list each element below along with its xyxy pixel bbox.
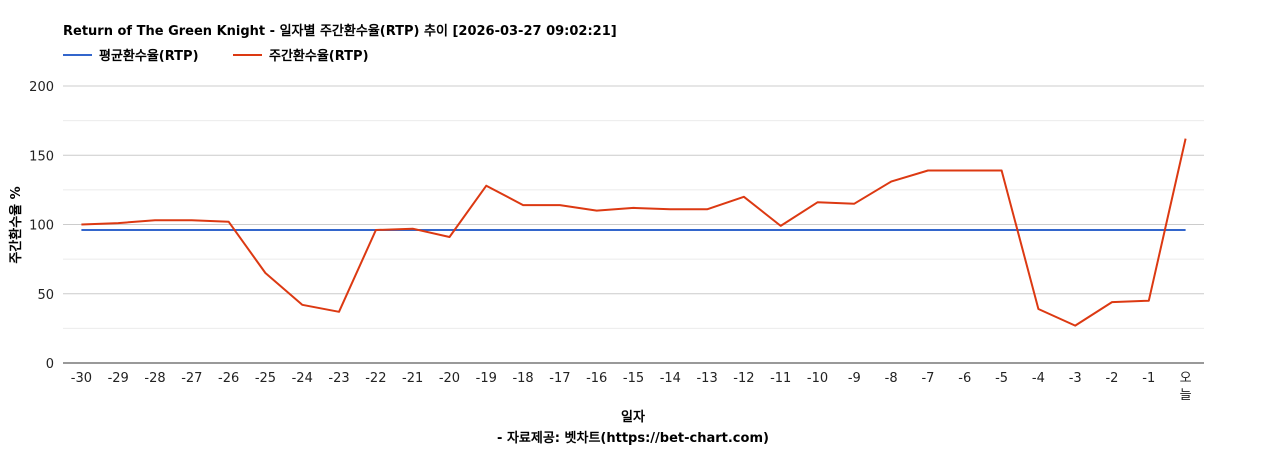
x-tick-label: -28 <box>144 371 165 386</box>
y-tick-label: 150 <box>29 149 54 164</box>
x-tick-label: -27 <box>181 371 202 386</box>
legend-item-average[interactable]: 평균환수율(RTP) <box>63 48 199 64</box>
x-tick-label: -22 <box>365 371 386 386</box>
y-axis-ticks: 0 50 100 150 200 <box>29 80 54 372</box>
y-tick-label: 50 <box>37 288 54 303</box>
x-tick-label: -12 <box>733 371 754 386</box>
x-tick-label: -6 <box>958 371 971 386</box>
x-tick-label: -11 <box>770 371 791 386</box>
chart-title: Return of The Green Knight - 일자별 주간환수율(R… <box>63 23 617 39</box>
x-tick-label: -2 <box>1105 371 1118 386</box>
y-tick-label: 0 <box>46 357 54 372</box>
source-note: - 자료제공: 벳차트(https://bet-chart.com) <box>497 430 769 446</box>
y-tick-label: 200 <box>29 80 54 95</box>
x-tick-label: -9 <box>848 371 861 386</box>
x-axis-ticks: -30 -29 -28 -27 -26 -25 -24 -23 -22 -21 -20 -19 -18 -… <box>71 371 1192 403</box>
x-tick-label: -21 <box>402 371 423 386</box>
y-axis-title: 주간환수율 % <box>8 186 24 263</box>
x-tick-label: -17 <box>549 371 570 386</box>
x-tick-label: -25 <box>255 371 276 386</box>
x-tick-label: -14 <box>660 371 681 386</box>
x-tick-label: -30 <box>71 371 92 386</box>
y-tick-label: 100 <box>29 219 54 234</box>
x-tick-label: -13 <box>696 371 717 386</box>
x-tick-label: -10 <box>807 371 828 386</box>
x-tick-label: -23 <box>328 371 349 386</box>
legend: 평균환수율(RTP) 주간환수율(RTP) <box>63 48 369 64</box>
x-tick-label: -18 <box>512 371 533 386</box>
legend-label-weekly: 주간환수율(RTP) <box>269 48 369 64</box>
x-tick-label: -24 <box>292 371 313 386</box>
x-axis-title: 일자 <box>621 410 645 425</box>
x-tick-label: -5 <box>995 371 1008 386</box>
x-tick-label: -29 <box>108 371 129 386</box>
legend-item-weekly[interactable]: 주간환수율(RTP) <box>233 48 369 64</box>
x-tick-label: -7 <box>921 371 934 386</box>
x-tick-label: -19 <box>476 371 497 386</box>
series-line-weekly[interactable] <box>81 138 1187 327</box>
x-tick-label: -16 <box>586 371 607 386</box>
x-tick-label: -8 <box>885 371 898 386</box>
x-tick-label: -26 <box>218 371 239 386</box>
legend-label-average: 평균환수율(RTP) <box>99 48 199 64</box>
x-tick-label: -15 <box>623 371 644 386</box>
x-tick-label: -1 <box>1142 371 1155 386</box>
series-lines <box>81 138 1187 327</box>
gridlines <box>63 85 1204 329</box>
x-tick-label: -20 <box>439 371 460 386</box>
x-tick-label: -3 <box>1069 371 1082 386</box>
x-tick-label: -4 <box>1032 371 1045 386</box>
